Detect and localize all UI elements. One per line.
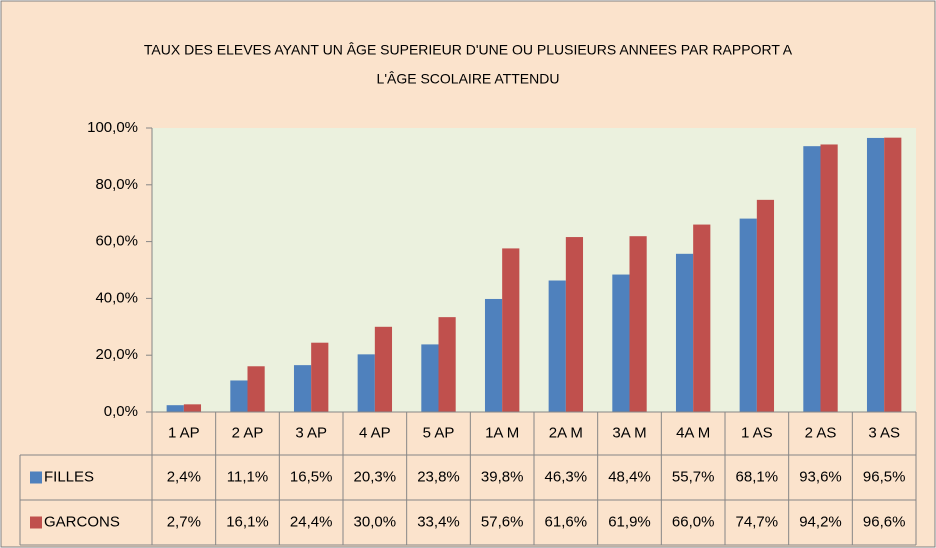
x-tick-label: 5 AP (423, 424, 455, 441)
y-tick-label: 60,0% (95, 233, 138, 250)
bar (311, 342, 329, 412)
table-cell: 39,8% (481, 468, 524, 485)
bar (693, 224, 711, 412)
table-cell: 2,4% (167, 468, 201, 485)
x-tick-label: 3A M (612, 424, 646, 441)
table-cell: 16,1% (226, 513, 269, 530)
table-cell: 46,3% (545, 468, 588, 485)
table-cell: 30,0% (354, 513, 397, 530)
y-tick-label: 20,0% (95, 346, 138, 363)
bar (438, 317, 456, 412)
bar (612, 274, 630, 412)
x-tick-label: 4 AP (359, 424, 391, 441)
table-cell: 61,6% (545, 513, 588, 530)
bar (565, 237, 584, 412)
table-cell: 57,6% (481, 513, 524, 530)
table-cell: 55,7% (672, 468, 715, 485)
bar (166, 405, 184, 412)
table-cell: 94,2% (799, 513, 842, 530)
legend-label: FILLES (44, 468, 94, 485)
x-tick-label: 1 AS (741, 424, 773, 441)
bar (548, 280, 566, 412)
table-cell: 16,5% (290, 468, 333, 485)
table-cell: 66,0% (672, 513, 715, 530)
bar (230, 380, 248, 412)
table-cell: 33,4% (417, 513, 460, 530)
plot-area (152, 128, 916, 412)
chart-title: TAUX DES ELEVES AYANT UN ÂGE SUPERIEUR D… (144, 42, 793, 58)
legend-key (30, 471, 42, 484)
bar (675, 253, 694, 412)
bar (183, 404, 202, 412)
bar (884, 137, 902, 412)
y-tick-label: 40,0% (95, 289, 138, 306)
bar (803, 146, 821, 412)
table-cell: 74,7% (736, 513, 779, 530)
bar (820, 144, 838, 413)
x-tick-label: 2A M (549, 424, 583, 441)
legend-key (30, 516, 42, 529)
table-cell: 48,4% (608, 468, 651, 485)
table-cell: 2,7% (167, 513, 201, 530)
y-tick-label: 80,0% (95, 176, 138, 193)
bar (247, 366, 265, 412)
table-cell: 11,1% (227, 468, 268, 485)
bar (293, 365, 312, 412)
x-tick-label: 1 AP (168, 424, 200, 441)
chart-title: L'ÂGE SCOLAIRE ATTENDU (377, 71, 560, 87)
table-cell: 96,6% (863, 513, 906, 530)
table-cell: 68,1% (736, 468, 779, 485)
x-tick-label: 1A M (485, 424, 519, 441)
bar (374, 326, 393, 412)
bar (357, 354, 375, 412)
table-cell: 23,8% (417, 468, 460, 485)
bar (421, 344, 439, 412)
bar (629, 236, 647, 412)
table-cell: 24,4% (290, 513, 333, 530)
x-tick-label: 4A M (676, 424, 710, 441)
y-tick-label: 100,0% (87, 119, 138, 136)
bar (502, 248, 520, 412)
bar (484, 298, 503, 412)
x-tick-label: 3 AS (868, 424, 900, 441)
table-cell: 93,6% (799, 468, 842, 485)
x-tick-label: 3 AP (295, 424, 327, 441)
x-tick-label: 2 AS (805, 424, 837, 441)
bar (739, 218, 757, 412)
x-tick-label: 2 AP (232, 424, 264, 441)
table-cell: 20,3% (354, 468, 397, 485)
bar (866, 137, 885, 412)
y-tick-label: 0,0% (104, 403, 138, 420)
bar (756, 199, 775, 412)
legend-label: GARCONS (44, 513, 120, 530)
table-cell: 96,5% (863, 468, 906, 485)
table-cell: 61,9% (608, 513, 651, 530)
